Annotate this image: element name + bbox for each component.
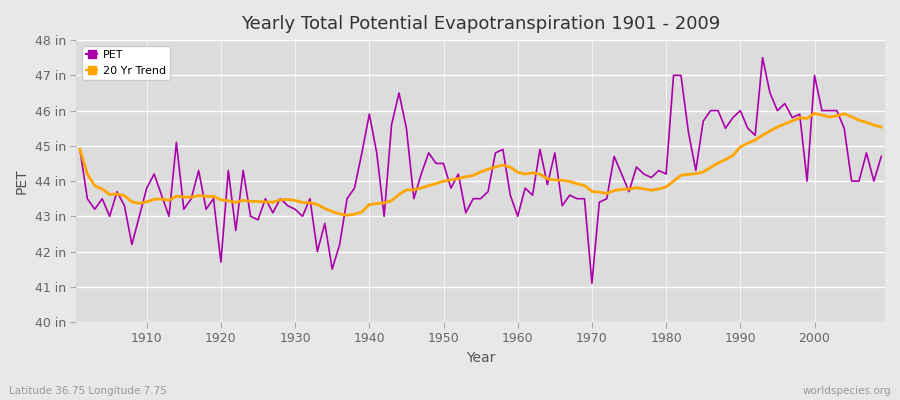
Title: Yearly Total Potential Evapotranspiration 1901 - 2009: Yearly Total Potential Evapotranspiratio… <box>241 15 720 33</box>
Y-axis label: PET: PET <box>15 168 29 194</box>
Text: Latitude 36.75 Longitude 7.75: Latitude 36.75 Longitude 7.75 <box>9 386 166 396</box>
Text: worldspecies.org: worldspecies.org <box>803 386 891 396</box>
X-axis label: Year: Year <box>466 351 495 365</box>
Legend: PET, 20 Yr Trend: PET, 20 Yr Trend <box>82 46 170 80</box>
